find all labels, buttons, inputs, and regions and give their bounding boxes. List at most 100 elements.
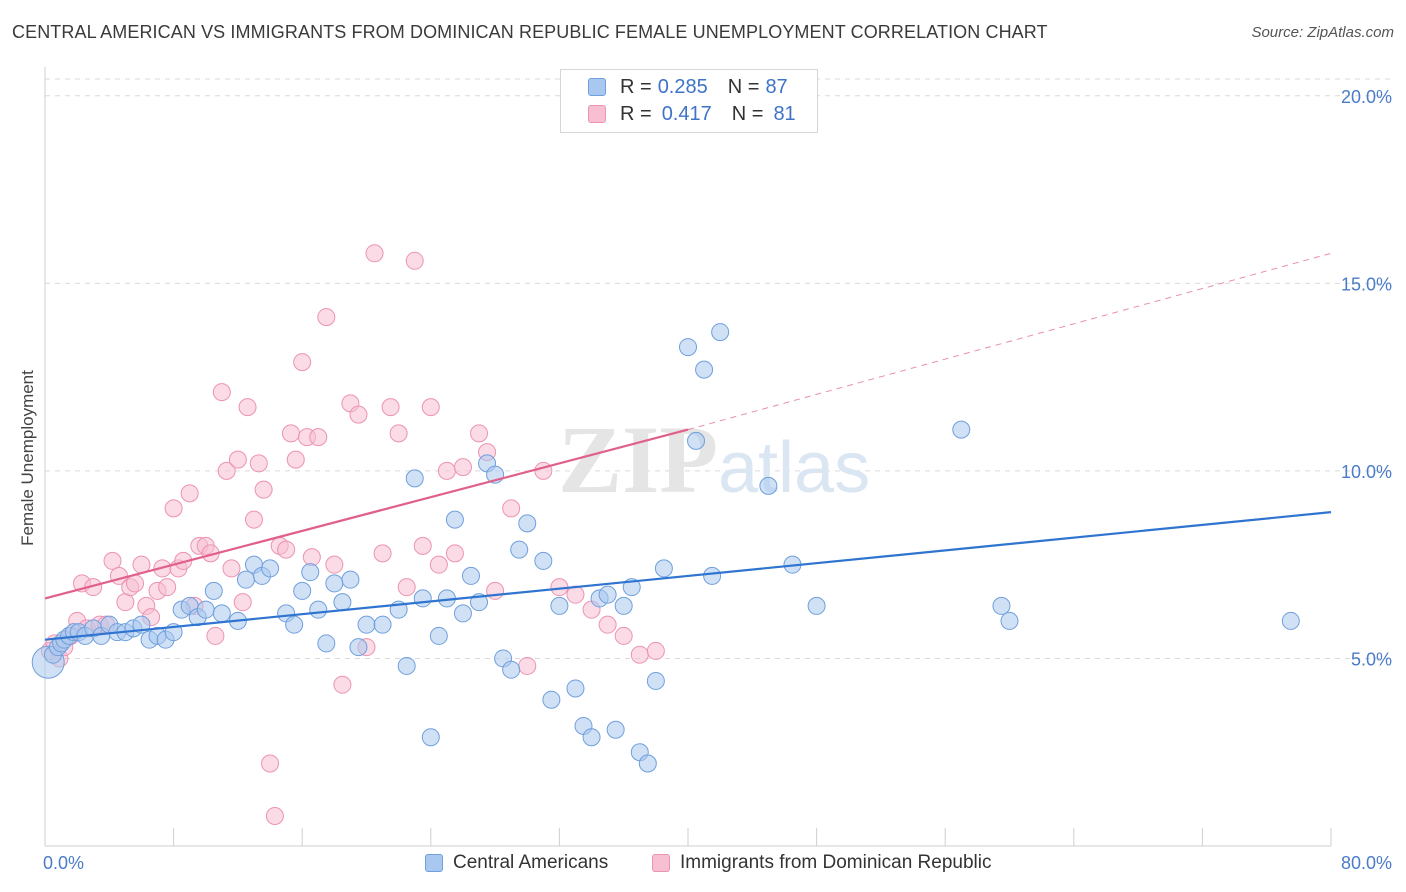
data-point-central-american (405, 469, 424, 488)
data-point-dominican (646, 641, 665, 660)
legend-r-label: R = (620, 75, 652, 98)
data-point-central-american (759, 476, 778, 495)
data-point-central-american (333, 593, 352, 612)
data-point-dominican (103, 551, 122, 570)
data-point-dominican (397, 578, 416, 597)
data-point-dominican (254, 480, 273, 499)
data-point-dominican (309, 428, 328, 447)
data-point-central-american (550, 596, 569, 615)
data-point-dominican (365, 244, 384, 263)
data-point-dominican (325, 555, 344, 574)
data-point-central-american (542, 690, 561, 709)
data-point-central-american (687, 431, 706, 450)
data-point-central-american (309, 600, 328, 619)
data-point-dominican (470, 424, 489, 443)
data-point-central-american (679, 338, 697, 357)
data-point-dominican (614, 626, 633, 645)
data-point-dominican (598, 615, 617, 634)
trend-line-central-american (44, 511, 1332, 641)
x-tick-label: 80.0% (1341, 853, 1392, 873)
data-point-dominican (164, 499, 183, 518)
data-point-dominican (429, 555, 448, 574)
data-point-dominican (421, 398, 440, 417)
data-point-central-american (502, 660, 521, 679)
data-point-dominican (238, 398, 257, 417)
data-point-dominican (233, 593, 252, 612)
legend-swatch-pink (588, 105, 606, 123)
data-point-dominican (222, 559, 241, 578)
data-point-central-american (695, 360, 714, 379)
data-point-central-american (510, 540, 529, 559)
data-point-dominican (249, 454, 268, 473)
bottom-swatch-blue (425, 854, 443, 872)
data-point-central-american (421, 728, 440, 747)
data-point-central-american (325, 574, 344, 593)
legend-row-dominican: R = 0.417 N = 81 (561, 101, 796, 127)
bottom-swatch-pink (652, 854, 670, 872)
data-point-central-american (397, 656, 416, 675)
data-point-central-american (445, 510, 464, 529)
data-point-dominican (180, 484, 199, 503)
data-point-dominican (381, 398, 400, 417)
data-point-central-american (204, 581, 223, 600)
bottom-legend-dominican: Immigrants from Dominican Republic (652, 852, 992, 874)
data-point-central-american (638, 754, 657, 773)
series-central-american-points (31, 323, 1300, 773)
y-tick-labels: 5.0% 10.0% 15.0% 20.0% (1341, 87, 1392, 670)
trend-line-dominican-extension (687, 252, 1332, 431)
data-point-dominican (437, 461, 456, 480)
data-point-dominican (405, 251, 424, 270)
y-axis-label: Female Unemployment (18, 370, 37, 546)
data-point-dominican (158, 578, 177, 597)
data-point-central-american (349, 638, 368, 657)
series-dominican-points (40, 244, 665, 825)
data-point-central-american (461, 566, 480, 585)
data-point-dominican (302, 548, 321, 567)
data-point-central-american (646, 671, 665, 690)
chart-title: CENTRAL AMERICAN VS IMMIGRANTS FROM DOMI… (12, 22, 1048, 42)
legend-row-central-americans: R = 0.285 N = 87 (561, 74, 788, 100)
legend-r-label: R = (620, 102, 652, 125)
data-point-dominican (373, 544, 392, 563)
data-point-central-american (1281, 611, 1300, 630)
data-point-central-american (453, 604, 472, 623)
data-point-central-american (212, 604, 231, 623)
bottom-legend-label: Central Americans (453, 852, 609, 873)
data-point-dominican (413, 536, 432, 555)
data-point-dominican (116, 593, 135, 612)
data-point-dominican (349, 405, 368, 424)
data-point-dominican (228, 450, 247, 469)
correlation-legend: R = 0.285 N = 87 R = 0.417 N = 81 (560, 69, 818, 133)
data-point-central-american (582, 728, 601, 747)
data-point-central-american (293, 581, 312, 600)
bottom-legend-label: Immigrants from Dominican Republic (680, 852, 992, 873)
data-point-dominican (453, 458, 472, 477)
x-tick-labels: 0.0% 80.0% (43, 853, 1392, 873)
data-point-dominican (293, 353, 312, 372)
data-point-central-american (285, 615, 304, 634)
data-point-dominican (486, 581, 505, 600)
y-tick-label: 5.0% (1351, 649, 1392, 669)
data-point-dominican (286, 450, 305, 469)
data-point-central-american (301, 563, 320, 582)
data-point-central-american (373, 615, 392, 634)
source-label: Source: ZipAtlas.com (1251, 24, 1394, 41)
data-point-dominican (281, 424, 300, 443)
data-point-central-american (261, 559, 280, 578)
data-point-central-american (236, 570, 255, 589)
data-point-dominican (261, 754, 280, 773)
legend-n-label: N = (727, 75, 760, 98)
data-point-central-american (413, 589, 432, 608)
data-point-dominican (317, 308, 336, 327)
legend-n-value: 87 (765, 75, 788, 98)
data-point-central-american (992, 596, 1011, 615)
data-point-central-american (534, 551, 553, 570)
data-point-central-american (357, 615, 376, 634)
data-point-central-american (807, 596, 826, 615)
data-point-central-american (317, 634, 336, 653)
data-point-central-american (429, 626, 448, 645)
y-tick-label: 20.0% (1341, 87, 1392, 107)
data-point-dominican (277, 540, 296, 559)
data-point-central-american (606, 720, 625, 739)
